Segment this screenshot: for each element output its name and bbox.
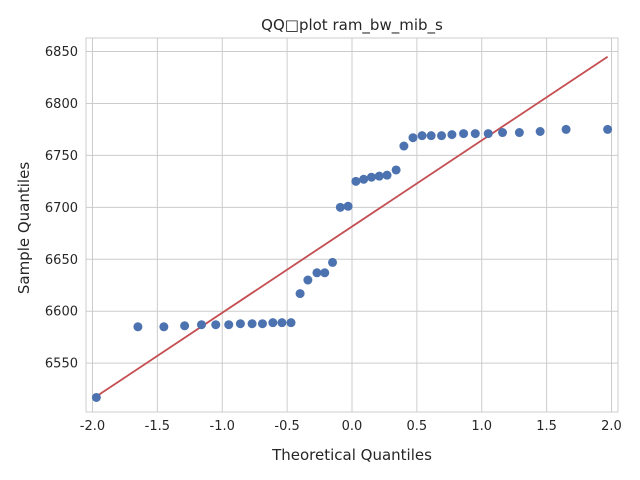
data-point bbox=[312, 268, 322, 278]
data-point bbox=[437, 131, 447, 141]
data-point bbox=[459, 129, 469, 139]
data-point bbox=[447, 130, 457, 140]
data-point bbox=[359, 174, 369, 184]
x-tick-labels: -2.0 -1.5 -1.0 -0.5 0.0 0.5 1.0 1.5 2.0 bbox=[80, 419, 622, 434]
y-tick-label: 6800 bbox=[45, 97, 78, 112]
reference-line-group bbox=[95, 55, 609, 398]
data-point bbox=[133, 322, 143, 332]
data-point bbox=[247, 319, 257, 329]
data-point bbox=[335, 202, 345, 212]
data-point bbox=[91, 392, 101, 402]
data-points bbox=[91, 124, 613, 402]
chart-title: QQ□plot ram_bw_mib_s bbox=[261, 16, 443, 35]
reference-line bbox=[95, 55, 609, 398]
data-point bbox=[328, 257, 338, 267]
data-point bbox=[535, 127, 545, 136]
x-tick-label: -0.5 bbox=[274, 419, 299, 434]
y-axis-label: Sample Quantiles bbox=[15, 162, 33, 294]
data-point bbox=[224, 320, 234, 330]
x-tick-label: -1.0 bbox=[210, 419, 235, 434]
data-point bbox=[366, 172, 376, 182]
data-point bbox=[561, 124, 571, 134]
y-tick-label: 6750 bbox=[45, 149, 78, 164]
data-point bbox=[277, 318, 287, 328]
y-tick-label: 6850 bbox=[45, 45, 78, 60]
data-point bbox=[303, 275, 313, 285]
data-point bbox=[286, 318, 296, 328]
data-point bbox=[268, 318, 278, 328]
data-point bbox=[211, 320, 221, 330]
data-point bbox=[343, 201, 353, 211]
data-point bbox=[159, 322, 169, 332]
data-point bbox=[382, 170, 392, 180]
data-point bbox=[295, 289, 305, 299]
x-tick-label: 0.5 bbox=[407, 419, 428, 434]
plot-area bbox=[85, 37, 619, 413]
data-point bbox=[196, 320, 206, 330]
x-tick-label: -1.5 bbox=[145, 419, 170, 434]
data-point bbox=[351, 176, 361, 186]
x-axis-label: Theoretical Quantiles bbox=[271, 446, 432, 464]
data-point bbox=[399, 141, 409, 151]
y-tick-label: 6600 bbox=[45, 305, 78, 320]
data-point bbox=[320, 268, 330, 278]
data-point bbox=[257, 319, 267, 329]
y-tick-label: 6700 bbox=[45, 201, 78, 216]
y-tick-label: 6650 bbox=[45, 253, 78, 268]
data-point bbox=[408, 133, 418, 143]
x-tick-label: 2.0 bbox=[601, 419, 622, 434]
x-tick-label: 1.0 bbox=[471, 419, 492, 434]
data-point bbox=[603, 124, 613, 134]
x-tick-label: -2.0 bbox=[80, 419, 105, 434]
data-point bbox=[498, 128, 508, 138]
x-tick-label: 1.5 bbox=[536, 419, 557, 434]
data-point bbox=[180, 321, 190, 331]
data-point bbox=[426, 131, 436, 141]
data-point bbox=[391, 165, 401, 175]
x-tick-label: 0.0 bbox=[342, 419, 363, 434]
y-tick-label: 6550 bbox=[45, 357, 78, 372]
y-tick-labels: 6550 6600 6650 6700 6750 6800 6850 bbox=[45, 45, 78, 372]
data-point bbox=[374, 171, 384, 181]
grid-lines bbox=[86, 38, 618, 412]
data-point bbox=[235, 319, 245, 329]
data-point bbox=[483, 129, 493, 139]
data-point bbox=[417, 131, 427, 141]
data-point bbox=[470, 129, 480, 139]
data-point bbox=[514, 128, 524, 138]
